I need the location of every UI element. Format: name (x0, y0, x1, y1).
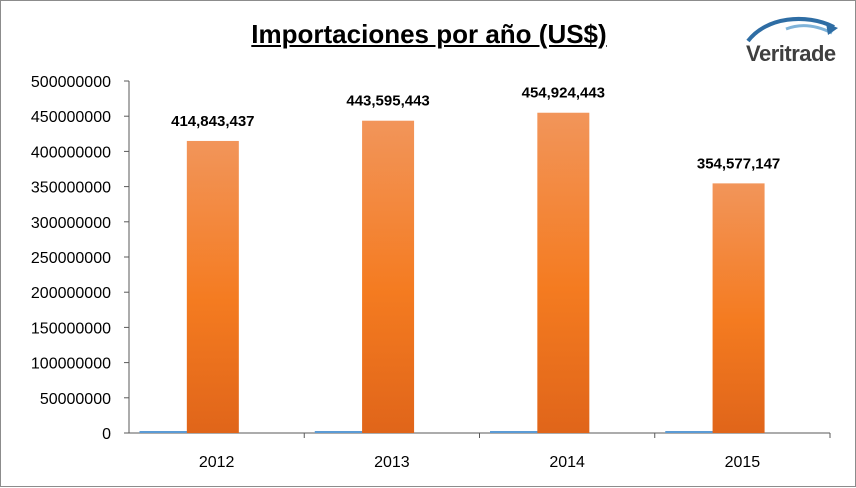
y-tick-label: 450000000 (31, 109, 111, 126)
y-tick-label: 350000000 (31, 180, 111, 197)
y-tick-label: 200000000 (31, 285, 111, 302)
x-tick-label: 2015 (725, 454, 761, 471)
y-tick-label: 500000000 (31, 74, 111, 91)
data-label-2013: 443,595,443 (346, 93, 429, 110)
data-label-2012: 414,843,437 (171, 113, 254, 130)
logo-swoosh-icon (746, 16, 838, 43)
bar-2013 (362, 120, 415, 434)
data-label-2015: 354,577,147 (697, 155, 780, 172)
x-tick-label: 2012 (199, 454, 235, 471)
y-tick-label: 50000000 (40, 391, 111, 408)
y-tick-label: 400000000 (31, 144, 111, 161)
secondary-bar (665, 431, 718, 433)
x-tick-label: 2014 (549, 454, 585, 471)
bar-2015 (712, 183, 765, 433)
x-axis-ticks: 2012 2013 2014 2015 (199, 433, 831, 471)
y-tick-label: 0 (102, 426, 111, 443)
bar-2012 (186, 140, 239, 433)
y-tick-label: 150000000 (31, 320, 111, 337)
secondary-bar (490, 431, 543, 433)
bar-2014 (537, 112, 590, 434)
x-tick-label: 2013 (374, 454, 410, 471)
data-label-2014: 454,924,443 (522, 85, 605, 102)
secondary-bar (139, 431, 192, 433)
data-labels: 414,843,437 443,595,443 454,924,443 354,577… (171, 85, 780, 173)
logo-text: Veritrade (746, 41, 836, 66)
y-tick-label: 250000000 (31, 250, 111, 267)
veritrade-logo: Veritrade (746, 15, 846, 85)
chart-title: Importaciones por año (US$) (251, 19, 607, 49)
y-tick-label: 300000000 (31, 215, 111, 232)
y-tick-label: 100000000 (31, 356, 111, 373)
secondary-bar (314, 431, 367, 433)
chart-bars (139, 112, 765, 434)
y-axis-ticks: 0 50000000 100000000 150000000 200000000 2500… (31, 74, 129, 443)
